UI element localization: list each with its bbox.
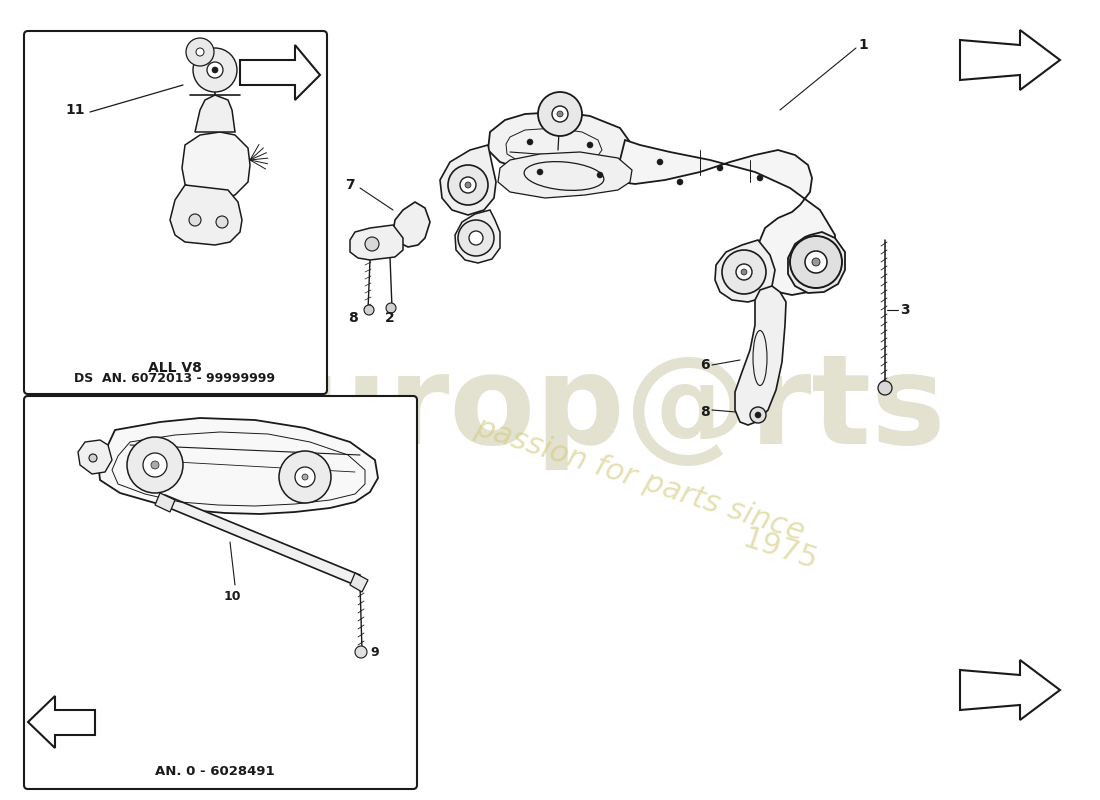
- Circle shape: [750, 407, 766, 423]
- Circle shape: [538, 92, 582, 136]
- Circle shape: [212, 67, 218, 73]
- Circle shape: [386, 303, 396, 313]
- Circle shape: [207, 62, 223, 78]
- Text: 8: 8: [701, 405, 710, 419]
- Polygon shape: [182, 132, 250, 200]
- Polygon shape: [350, 573, 368, 592]
- Circle shape: [189, 214, 201, 226]
- Polygon shape: [28, 696, 95, 748]
- Circle shape: [460, 177, 476, 193]
- Circle shape: [151, 461, 160, 469]
- Circle shape: [216, 216, 228, 228]
- Circle shape: [597, 172, 603, 178]
- Text: 11: 11: [66, 103, 85, 117]
- FancyBboxPatch shape: [24, 31, 327, 394]
- Circle shape: [527, 139, 534, 145]
- Text: 1975: 1975: [739, 524, 822, 576]
- Circle shape: [722, 250, 766, 294]
- Circle shape: [126, 437, 183, 493]
- Polygon shape: [960, 30, 1060, 90]
- Circle shape: [295, 467, 315, 487]
- Text: AN. 0 - 6028491: AN. 0 - 6028491: [155, 765, 275, 778]
- Polygon shape: [488, 112, 630, 172]
- Circle shape: [557, 111, 563, 117]
- Circle shape: [143, 453, 167, 477]
- Circle shape: [186, 38, 214, 66]
- Circle shape: [878, 381, 892, 395]
- Circle shape: [736, 264, 752, 280]
- Circle shape: [448, 165, 488, 205]
- Circle shape: [302, 474, 308, 480]
- Text: 9: 9: [370, 646, 378, 658]
- Circle shape: [587, 142, 593, 148]
- Polygon shape: [788, 232, 845, 293]
- Text: DS  AN. 6072013 - 99999999: DS AN. 6072013 - 99999999: [75, 372, 275, 385]
- Text: 3: 3: [900, 303, 910, 317]
- Circle shape: [790, 236, 842, 288]
- Polygon shape: [350, 225, 403, 260]
- Polygon shape: [440, 145, 496, 215]
- Text: 10: 10: [223, 590, 241, 603]
- Circle shape: [192, 48, 236, 92]
- Circle shape: [279, 451, 331, 503]
- Polygon shape: [162, 495, 360, 585]
- Polygon shape: [240, 45, 320, 100]
- Circle shape: [676, 179, 683, 185]
- Circle shape: [465, 182, 471, 188]
- Circle shape: [196, 48, 204, 56]
- Polygon shape: [735, 286, 786, 425]
- Circle shape: [741, 269, 747, 275]
- Polygon shape: [195, 95, 235, 132]
- Circle shape: [552, 106, 568, 122]
- Circle shape: [755, 412, 761, 418]
- Text: 2: 2: [385, 311, 395, 325]
- Circle shape: [458, 220, 494, 256]
- Polygon shape: [615, 140, 835, 295]
- Polygon shape: [170, 185, 242, 245]
- Polygon shape: [715, 240, 775, 302]
- Circle shape: [469, 231, 483, 245]
- Polygon shape: [98, 418, 378, 514]
- Circle shape: [365, 237, 380, 251]
- Polygon shape: [960, 660, 1060, 720]
- Polygon shape: [455, 210, 500, 263]
- Polygon shape: [498, 152, 632, 198]
- Polygon shape: [155, 493, 175, 512]
- Circle shape: [537, 169, 543, 175]
- Polygon shape: [393, 202, 430, 247]
- Circle shape: [355, 646, 367, 658]
- Circle shape: [657, 159, 663, 165]
- Text: ALL V8: ALL V8: [148, 361, 202, 375]
- Circle shape: [812, 258, 820, 266]
- Circle shape: [805, 251, 827, 273]
- Circle shape: [717, 165, 723, 171]
- Text: 7: 7: [345, 178, 355, 192]
- Text: passion for parts since: passion for parts since: [471, 413, 808, 547]
- Circle shape: [89, 454, 97, 462]
- Circle shape: [757, 175, 763, 181]
- Circle shape: [364, 305, 374, 315]
- Text: 1: 1: [858, 38, 868, 52]
- Text: 6: 6: [701, 358, 710, 372]
- Text: 8: 8: [349, 311, 358, 325]
- FancyBboxPatch shape: [24, 396, 417, 789]
- Text: europ@rts: europ@rts: [214, 350, 946, 470]
- Polygon shape: [78, 440, 112, 474]
